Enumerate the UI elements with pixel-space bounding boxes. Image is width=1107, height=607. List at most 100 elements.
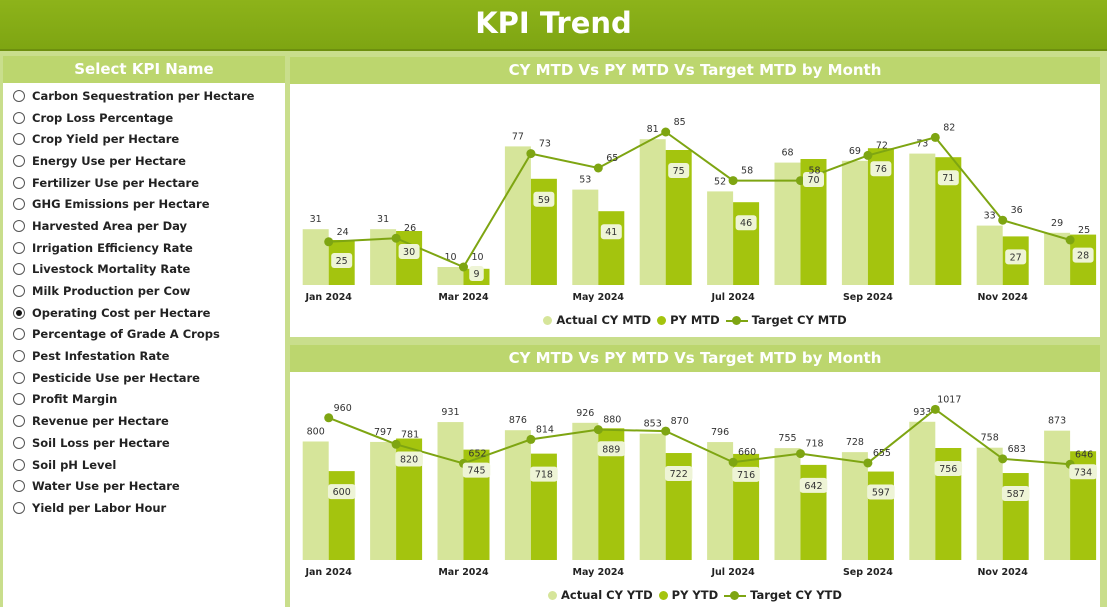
radio-icon[interactable] [13,89,25,102]
bar-actual[interactable] [774,162,801,285]
kpi-option[interactable]: Pest Infestation Rate [3,345,285,367]
target-point[interactable] [930,404,940,414]
kpi-option[interactable]: Milk Production per Cow [3,280,285,302]
kpi-option[interactable]: Yield per Labor Hour [3,497,285,519]
bar-actual[interactable] [841,160,868,285]
bar-actual[interactable] [909,421,936,560]
data-label-actual: 29 [1051,218,1063,229]
kpi-option[interactable]: Carbon Sequestration per Hectare [3,85,285,107]
radio-icon[interactable] [13,371,25,384]
legend-item[interactable]: Target CY YTD [724,588,842,602]
target-point[interactable] [796,176,805,186]
target-point[interactable] [863,150,873,160]
bar-actual[interactable] [639,139,666,285]
radio-icon[interactable] [13,328,25,341]
bar-actual[interactable] [572,189,599,285]
target-point[interactable] [459,262,468,272]
target-point[interactable] [863,458,873,468]
radio-icon[interactable] [13,219,25,232]
target-point[interactable] [998,454,1008,464]
target-point[interactable] [324,413,334,423]
legend-item[interactable]: Target CY MTD [725,313,847,327]
target-point[interactable] [526,434,536,444]
radio-icon[interactable] [13,285,25,298]
radio-icon[interactable] [13,501,25,514]
bar-actual[interactable] [774,448,801,560]
data-label-py: 25 [336,256,348,267]
bar-actual[interactable] [976,225,1003,285]
bar-actual[interactable] [572,422,599,560]
bar-actual[interactable] [370,441,397,560]
bar-actual[interactable] [707,191,734,285]
radio-icon[interactable] [13,111,25,124]
bar-actual[interactable] [841,452,868,560]
radio-icon[interactable] [13,480,25,493]
radio-icon[interactable] [13,241,25,254]
bar-py[interactable] [733,202,760,285]
target-point[interactable] [728,457,738,467]
kpi-option[interactable]: Harvested Area per Day [3,215,285,237]
kpi-option[interactable]: Soil Loss per Hectare [3,432,285,454]
radio-icon[interactable] [13,306,25,319]
data-label-target: 960 [334,403,352,414]
target-point[interactable] [593,425,603,435]
chart-mtd: 31 Jan 2024 31 10 Mar 2024 77 53 May 2024 81 52 Ju… [302,117,1097,303]
kpi-option[interactable]: Pesticide Use per Hectare [3,367,285,389]
kpi-option[interactable]: GHG Emissions per Hectare [3,193,285,215]
target-point[interactable] [391,439,401,449]
target-point[interactable] [796,449,805,459]
legend-item[interactable]: PY YTD [658,588,718,602]
bar-actual[interactable] [302,229,329,285]
bar-actual[interactable] [504,430,531,560]
target-point[interactable] [930,132,940,142]
kpi-option[interactable]: Crop Loss Percentage [3,107,285,129]
bar-actual[interactable] [639,433,666,560]
bar-actual[interactable] [504,146,531,285]
data-label-py-box [327,484,356,500]
kpi-option[interactable]: Water Use per Hectare [3,475,285,497]
legend-item[interactable]: Actual CY MTD [543,313,651,327]
kpi-option[interactable]: Crop Yield per Hectare [3,128,285,150]
radio-icon[interactable] [13,458,25,471]
kpi-option[interactable]: Soil pH Level [3,454,285,476]
legend-item[interactable]: Actual CY YTD [548,588,653,602]
kpi-option[interactable]: Irrigation Efficiency Rate [3,237,285,259]
kpi-option[interactable]: Revenue per Hectare [3,410,285,432]
target-point[interactable] [1065,235,1075,245]
target-point[interactable] [998,215,1008,225]
bar-actual[interactable] [1044,232,1071,285]
bar-actual[interactable] [976,447,1003,560]
target-point[interactable] [526,149,536,159]
legend-item[interactable]: PY MTD [657,313,720,327]
radio-icon[interactable] [13,133,25,146]
kpi-option[interactable]: Operating Cost per Hectare [3,302,285,324]
target-point[interactable] [324,237,334,247]
bar-actual[interactable] [1044,430,1071,560]
kpi-option[interactable]: Fertilizer Use per Hectare [3,172,285,194]
kpi-option[interactable]: Profit Margin [3,389,285,411]
radio-icon[interactable] [13,415,25,428]
target-point[interactable] [661,127,671,137]
kpi-option[interactable]: Livestock Mortality Rate [3,259,285,281]
radio-icon[interactable] [13,198,25,211]
target-point[interactable] [593,163,603,173]
radio-icon[interactable] [13,176,25,189]
bar-py[interactable] [598,211,625,285]
kpi-option[interactable]: Percentage of Grade A Crops [3,324,285,346]
radio-icon[interactable] [13,263,25,276]
target-point[interactable] [391,233,401,243]
target-point[interactable] [728,176,738,186]
radio-icon[interactable] [13,393,25,406]
target-point[interactable] [661,426,671,436]
radio-icon[interactable] [13,154,25,167]
radio-icon[interactable] [13,436,25,449]
data-label-actual: 81 [647,124,659,135]
bar-actual[interactable] [302,441,329,560]
data-label-actual: 31 [377,214,389,225]
radio-icon[interactable] [13,350,25,363]
bar-actual[interactable] [437,267,464,285]
bar-actual[interactable] [909,153,936,285]
bar-actual[interactable] [437,422,464,560]
kpi-option-label: Crop Yield per Hectare [32,132,180,147]
kpi-option[interactable]: Energy Use per Hectare [3,150,285,172]
